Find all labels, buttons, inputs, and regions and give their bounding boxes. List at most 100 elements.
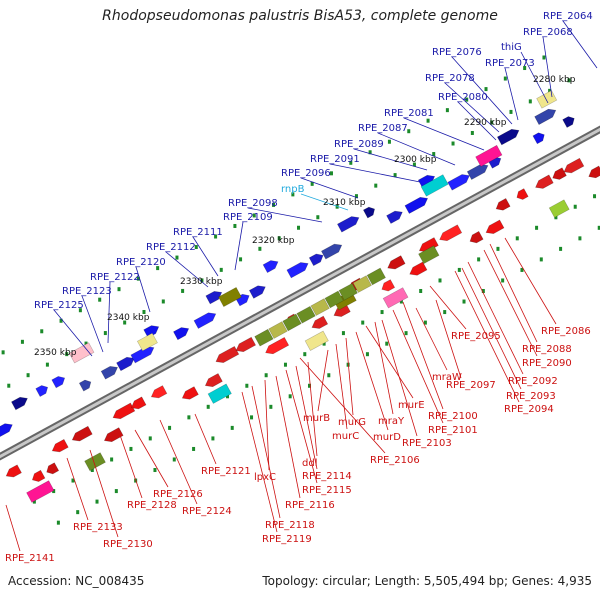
forward-gene-label: RPE_2091 — [310, 154, 360, 165]
operon-block-glyph — [268, 321, 288, 339]
kbp-marker-label: 2290 kbp — [464, 118, 507, 128]
forward-gene-label: RPE_2080 — [438, 92, 488, 103]
reverse-leader-line — [461, 267, 522, 390]
kbp-marker-label: 2330 kbp — [180, 277, 223, 287]
gene-block-glyph — [68, 342, 95, 364]
gene-block-glyph — [26, 480, 55, 503]
reverse-gene-label: RPE_2097 — [446, 380, 496, 391]
forward-gene-glyph — [308, 253, 324, 267]
forward-gene-glyph — [534, 108, 557, 125]
operon-block-glyph — [254, 328, 274, 347]
reverse-gene-glyph — [31, 469, 46, 482]
tick-dot — [387, 139, 391, 144]
tick-dot — [423, 320, 427, 325]
reverse-gene-label: RPE_2124 — [182, 506, 232, 517]
tick-dot — [509, 109, 513, 114]
forward-leader-line — [81, 295, 104, 353]
forward-gene-glyph — [248, 285, 266, 299]
forward-gene-glyph — [362, 206, 375, 219]
reverse-gene-label: RPE_2090 — [522, 358, 572, 369]
tick-dot — [481, 289, 485, 294]
reverse-gene-glyph — [51, 438, 69, 453]
tick-dot — [129, 446, 133, 451]
tick-dot — [407, 129, 411, 134]
tick-dot — [361, 320, 365, 325]
tick-dot — [291, 192, 295, 197]
forward-gene-glyph — [78, 379, 92, 392]
forward-gene-label: RPE_2098 — [228, 198, 278, 209]
reverse-gene-glyph — [588, 165, 600, 179]
tick-dot — [288, 394, 292, 399]
position-tick-dots — [1, 55, 600, 525]
genome-backbone — [0, 125, 600, 461]
reverse-leader-line — [241, 391, 278, 533]
reverse-gene-label: RPE_2092 — [508, 376, 558, 387]
reverse-leader-line — [251, 385, 281, 519]
reverse-gene-glyph — [235, 336, 257, 353]
tick-dot — [211, 436, 215, 441]
tick-dot — [303, 352, 307, 357]
forward-gene-glyph — [386, 210, 403, 224]
reverse-gene-label: RPE_2119 — [262, 534, 312, 545]
tick-dot — [548, 88, 552, 93]
tick-dot — [114, 489, 118, 494]
reverse-gene-glyph — [130, 396, 147, 410]
tick-dot — [45, 362, 49, 367]
tick-dot — [419, 288, 423, 293]
reverse-gene-glyph — [516, 188, 529, 200]
reverse-gene-glyph — [418, 237, 439, 253]
tick-dot — [32, 499, 36, 504]
reverse-gene-label: RPE_2114 — [302, 471, 352, 482]
reverse-leader-line — [89, 449, 119, 538]
kbp-marker-label: 2350 kbp — [34, 348, 77, 358]
tick-dot — [597, 225, 600, 230]
forward-leader-line — [53, 309, 93, 357]
forward-gene-label: RPE_2068 — [523, 27, 573, 38]
tick-dot — [542, 55, 546, 60]
forward-gene-label: thiG — [501, 42, 522, 53]
tick-dot — [307, 383, 311, 388]
forward-gene-label: RPE_2109 — [223, 212, 273, 223]
reverse-gene-glyph — [485, 219, 505, 234]
reverse-gene-label: RPE_2086 — [541, 326, 591, 337]
tick-dot — [258, 246, 262, 251]
tick-dot — [457, 267, 461, 272]
tick-dot — [297, 225, 301, 230]
forward-leader-line — [542, 36, 553, 98]
reverse-gene-label: RPE_2128 — [127, 500, 177, 511]
tick-dot — [329, 171, 333, 176]
reverse-gene-glyph — [552, 167, 567, 180]
reverse-gene-label: RPE_2095 — [451, 331, 501, 342]
reverse-gene-label: RPE_2130 — [103, 539, 153, 550]
tick-dot — [90, 468, 94, 473]
tick-dot — [168, 425, 172, 430]
forward-gene-glyph — [321, 243, 343, 260]
reverse-leader-line — [392, 309, 444, 424]
tick-dot — [252, 213, 256, 218]
tick-dot — [1, 350, 5, 355]
tick-dot — [283, 362, 287, 367]
reverse-leader-line — [402, 301, 444, 410]
tick-dot — [451, 141, 455, 146]
forward-gene-glyph — [447, 174, 470, 191]
forward-gene-label: RPE_2087 — [358, 123, 408, 134]
tick-dot — [103, 331, 107, 336]
gene-block-glyph — [84, 452, 106, 472]
forward-gene-label: RPE_2112 — [146, 242, 196, 253]
forward-leader-line — [107, 281, 111, 344]
gene-block-glyph — [218, 286, 242, 308]
reverse-gene-label: RPE_2101 — [428, 425, 478, 436]
operon-block-glyph — [282, 313, 302, 332]
reverse-gene-label: RPE_2116 — [285, 500, 335, 511]
tick-dot — [142, 309, 146, 314]
reverse-leader-line — [355, 331, 389, 431]
forward-gene-glyph — [116, 356, 135, 372]
kbp-marker-label: 2320 kbp — [252, 236, 295, 246]
reverse-gene-label: murG — [338, 417, 366, 428]
tick-dot — [136, 276, 140, 281]
reverse-gene-glyph — [181, 386, 199, 400]
reverse-leader-line — [134, 429, 169, 488]
accession-text: Accession: NC_008435 — [8, 574, 145, 588]
